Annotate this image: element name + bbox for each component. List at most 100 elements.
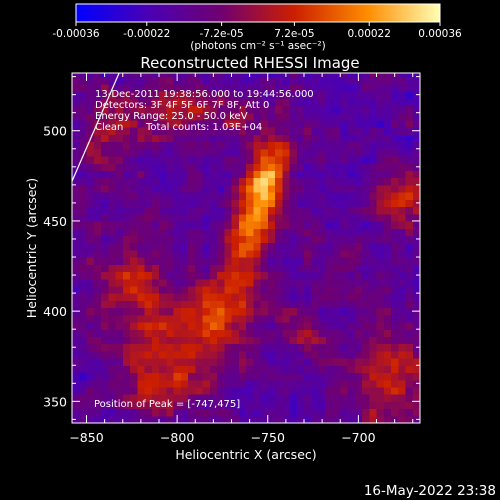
heatmap-cell	[325, 293, 334, 301]
heatmap-cell	[108, 163, 117, 172]
heatmap-cell	[93, 314, 102, 323]
heatmap-cell	[246, 228, 254, 236]
heatmap-cell	[267, 249, 276, 258]
heatmap-cell	[130, 329, 138, 338]
heatmap-cell	[151, 91, 160, 99]
heatmap-cell	[275, 257, 283, 265]
heatmap-cell	[231, 127, 240, 135]
heatmap-cell	[238, 235, 247, 244]
heatmap-cell	[376, 98, 385, 107]
heatmap-cell	[101, 379, 109, 388]
heatmap-cell	[383, 141, 392, 150]
heatmap-cell	[405, 307, 414, 316]
heatmap-cell	[137, 336, 146, 345]
heatmap-cell	[354, 307, 363, 316]
heatmap-cell	[144, 155, 153, 164]
heatmap-cell	[282, 401, 291, 410]
heatmap-cell	[217, 278, 225, 287]
heatmap-cell	[86, 343, 95, 352]
heatmap-cell	[267, 329, 276, 338]
heatmap-cell	[86, 249, 95, 258]
heatmap-cell	[296, 401, 305, 410]
heatmap-cell	[354, 199, 363, 208]
heatmap-cell	[282, 76, 291, 85]
heatmap-cell	[311, 192, 320, 200]
heatmap-cell	[122, 343, 131, 352]
heatmap-cell	[72, 213, 80, 222]
heatmap-cell	[101, 264, 109, 273]
heatmap-cell	[398, 192, 407, 200]
heatmap-cell	[296, 372, 305, 381]
heatmap-cell	[340, 358, 349, 366]
heatmap-cell	[159, 321, 167, 330]
heatmap-cell	[289, 192, 298, 200]
heatmap-cell	[253, 177, 262, 186]
heatmap-cell	[333, 329, 341, 338]
heatmap-cell	[347, 365, 356, 374]
heatmap-cell	[137, 365, 146, 374]
heatmap-cell	[333, 199, 341, 208]
heatmap-cell	[166, 242, 175, 251]
heatmap-cell	[383, 170, 392, 179]
heatmap-cell	[166, 213, 175, 222]
heatmap-cell	[383, 192, 392, 200]
heatmap-cell	[93, 365, 102, 374]
heatmap-cell	[289, 105, 298, 114]
heatmap-cell	[238, 127, 247, 135]
heatmap-cell	[86, 321, 95, 330]
heatmap-cell	[144, 293, 153, 301]
heatmap-cell	[340, 242, 349, 251]
heatmap-cell	[354, 350, 363, 359]
heatmap-cell	[282, 394, 291, 402]
heatmap-cell	[398, 184, 407, 193]
heatmap-cell	[173, 206, 182, 215]
heatmap-cell	[296, 249, 305, 258]
heatmap-cell	[217, 105, 225, 114]
heatmap-cell	[159, 257, 167, 265]
heatmap-cell	[246, 192, 254, 200]
heatmap-cell	[282, 213, 291, 222]
heatmap-cell	[311, 343, 320, 352]
heatmap-cell	[159, 386, 167, 395]
heatmap-cell	[79, 235, 88, 244]
heatmap-cell	[137, 127, 146, 135]
heatmap-cell	[101, 206, 109, 215]
heatmap-cell	[79, 148, 88, 157]
heatmap-cell	[231, 285, 240, 294]
heatmap-cell	[376, 119, 385, 128]
heatmap-cell	[354, 329, 363, 338]
heatmap-cell	[376, 170, 385, 179]
heatmap-cell	[188, 148, 196, 157]
heatmap-cell	[137, 76, 146, 85]
heatmap-cell	[412, 264, 420, 273]
heatmap-cell	[130, 257, 138, 265]
heatmap-cell	[354, 358, 363, 366]
heatmap-cell	[195, 134, 204, 143]
heatmap-cell	[115, 134, 124, 143]
heatmap-cell	[246, 199, 254, 208]
heatmap-cell	[180, 177, 189, 186]
heatmap-cell	[217, 73, 225, 78]
heatmap-cell	[275, 307, 283, 316]
heatmap-cell	[202, 336, 211, 345]
heatmap-cell	[188, 285, 196, 294]
heatmap-cell	[405, 408, 414, 417]
heatmap-cell	[282, 184, 291, 193]
heatmap-cell	[289, 271, 298, 280]
heatmap-cell	[362, 300, 370, 309]
heatmap-cell	[260, 350, 269, 359]
heatmap-cell	[231, 220, 240, 229]
heatmap-cell	[108, 271, 117, 280]
heatmap-cell	[369, 358, 378, 366]
heatmap-cell	[275, 119, 283, 128]
heatmap-cell	[412, 314, 420, 323]
heatmap-cell	[253, 408, 262, 417]
heatmap-cell	[195, 321, 204, 330]
heatmap-cell	[412, 365, 420, 374]
heatmap-cell	[217, 192, 225, 200]
heatmap-cell	[151, 343, 160, 352]
heatmap-cell	[340, 307, 349, 316]
method-text: Clean	[95, 122, 123, 133]
heatmap-cell	[137, 235, 146, 244]
heatmap-cell	[151, 249, 160, 258]
